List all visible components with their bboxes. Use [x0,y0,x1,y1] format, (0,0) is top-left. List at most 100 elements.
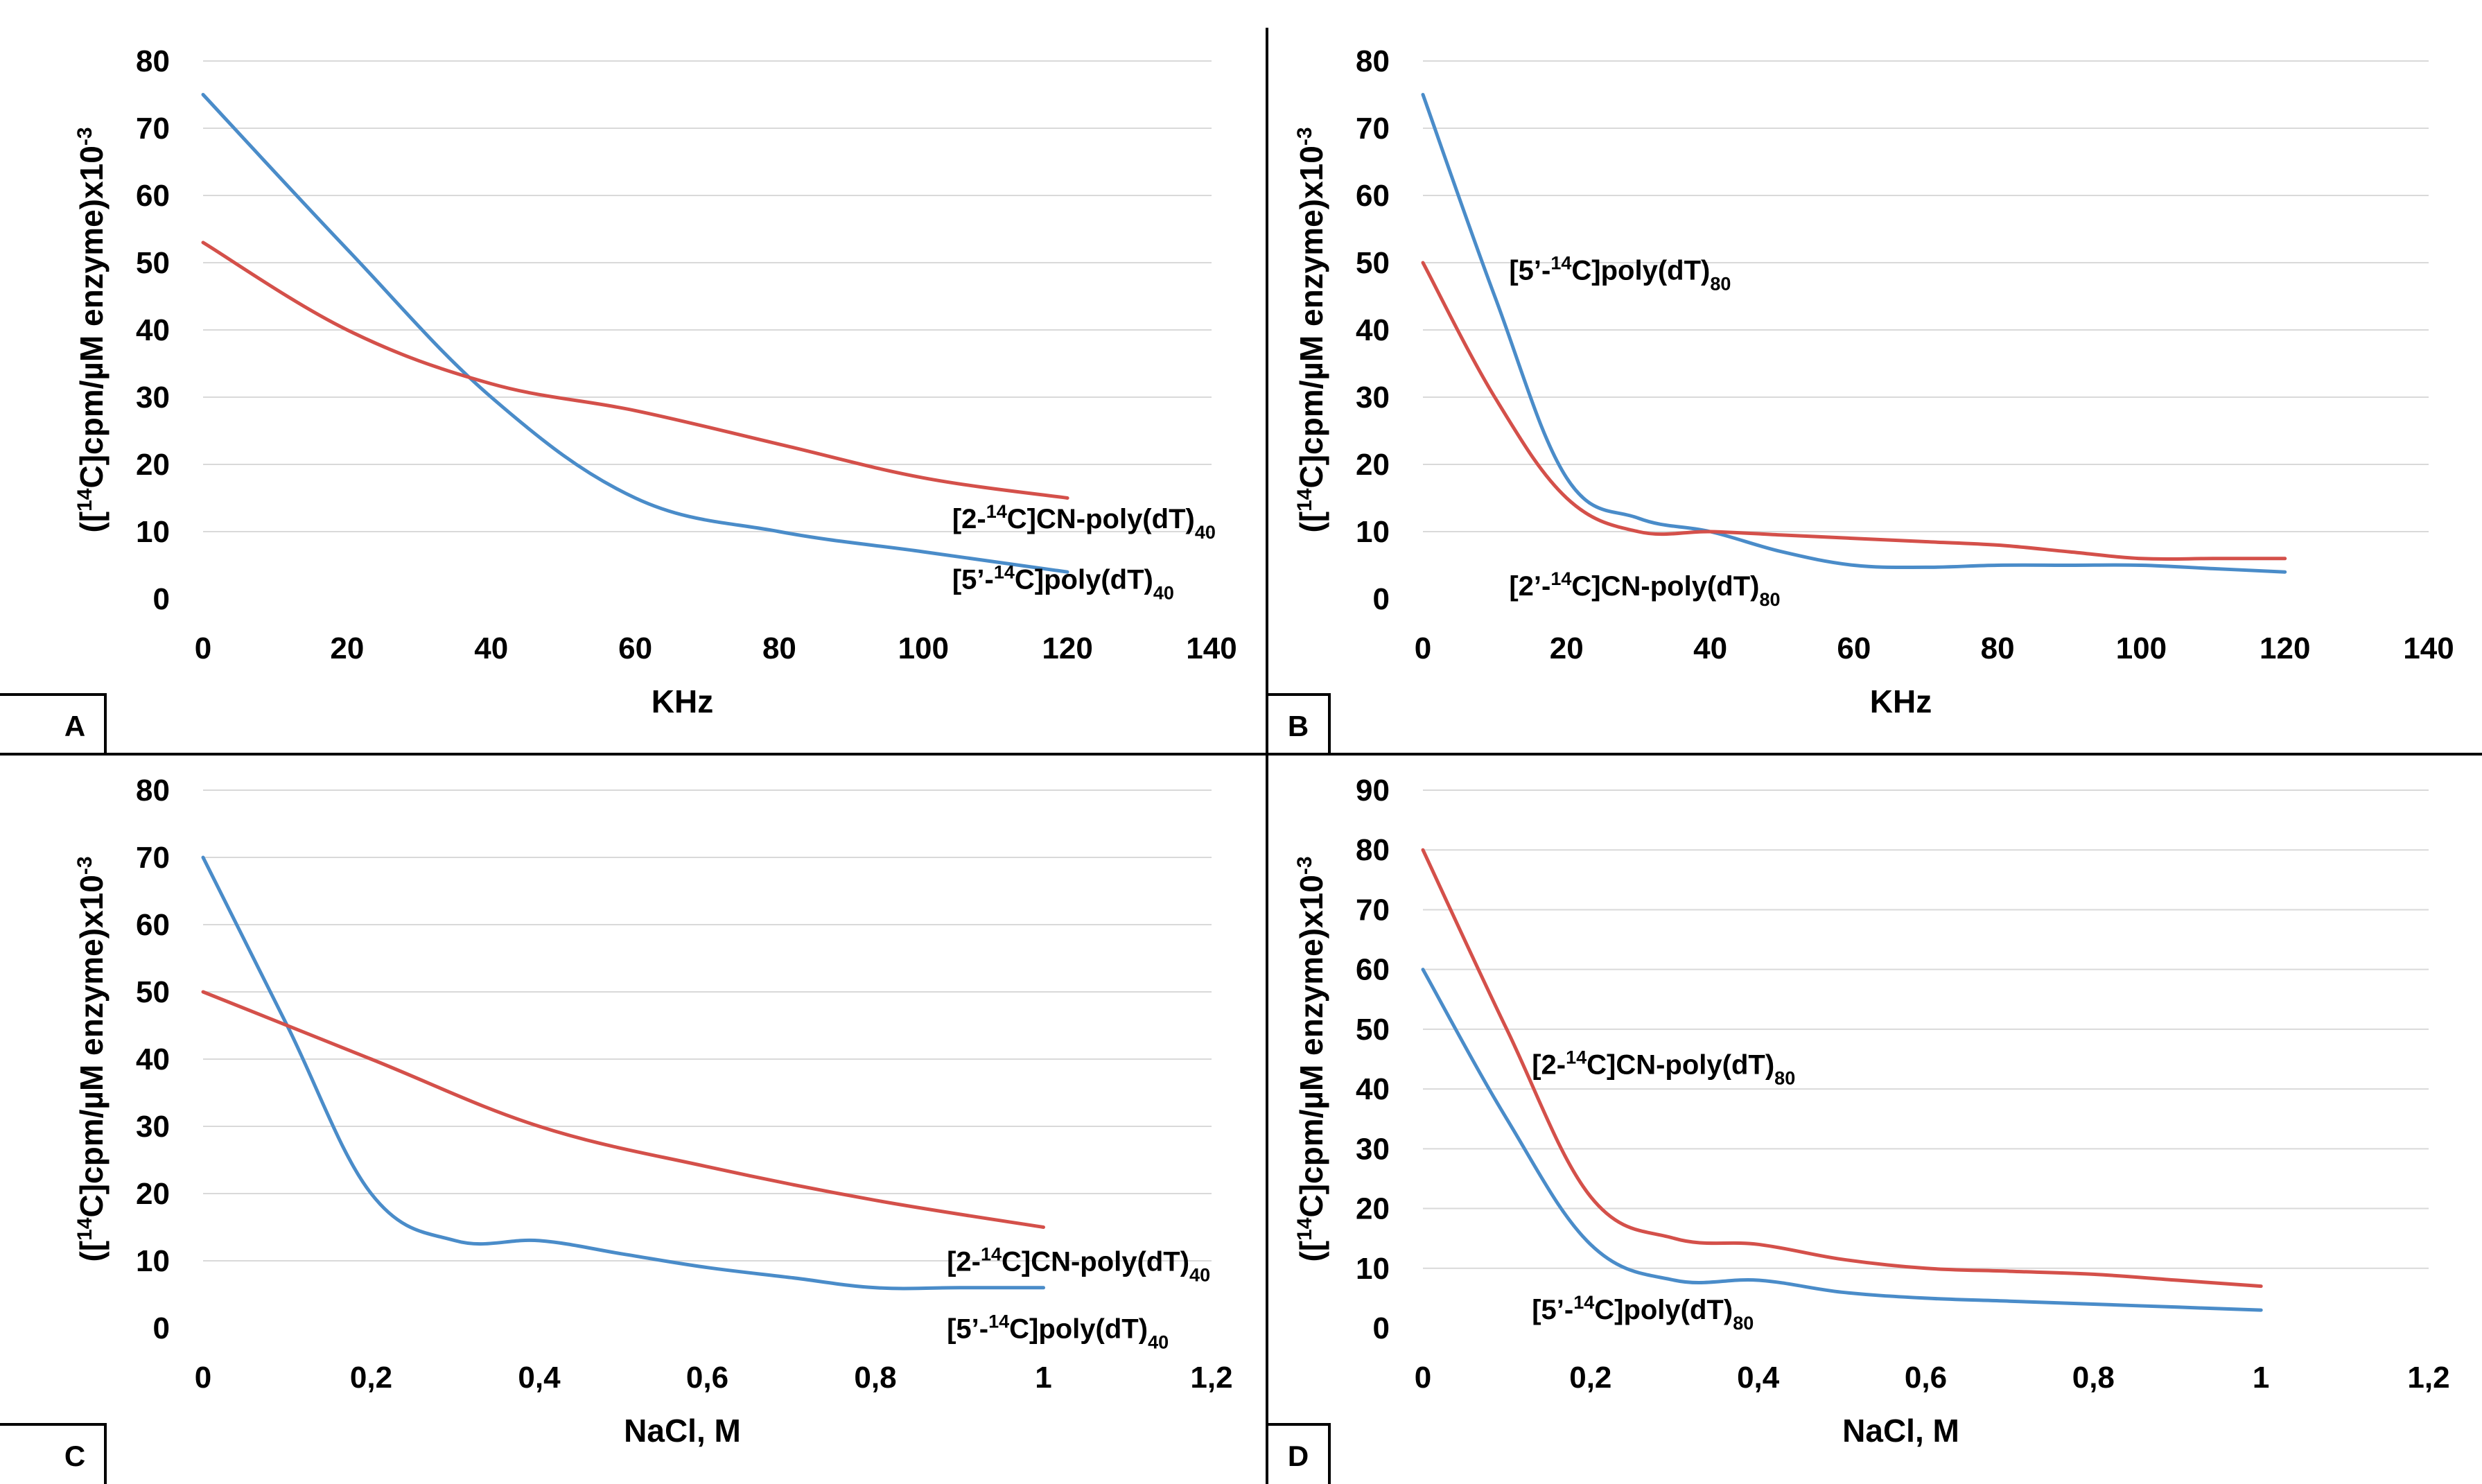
series-line-red [1421,261,2287,561]
series-label-subscript: 80 [1710,273,1731,294]
series-label-red: [2-14C]CN-poly(dT)40 [947,1244,1210,1286]
series-label-text: C]CN-poly(dT) [1571,571,1759,602]
y-axis-label: ([14C]cpm/µM enzyme)x10-3 [73,127,110,532]
y-tick-label-20: 20 [1356,448,1390,482]
y-tick-label-60: 60 [136,908,170,942]
x-tick-label-1,2: 1,2 [2407,1361,2449,1395]
y-axis-label-superscript: 14 [1293,488,1316,512]
x-axis-label: KHz [1870,683,1932,719]
series-label-text: C]poly(dT) [1571,255,1710,286]
y-tick-label-0: 0 [153,1311,170,1345]
series-label-text: [5’- [1532,1295,1573,1325]
y-tick-label-50: 50 [136,975,170,1009]
x-tick-label-0,8: 0,8 [854,1361,896,1395]
x-axis-label: NaCl, M [1842,1413,1959,1449]
y-tick-label-20: 20 [136,448,170,482]
series-label-text: C]CN-poly(dT) [1007,504,1195,534]
panel-letter-box-A: A [0,693,107,754]
x-tick-label-140: 140 [2403,631,2454,665]
y-tick-label-80: 80 [136,774,170,808]
panel-D: 0 10 20 30 40 50 60 70 80 90 0 0,2 0,4 0,6 0,8 1 1,2 NaCl… [1293,774,2450,1449]
y-axis-label-text: C]cpm/µM enzyme)x10 [1293,875,1329,1217]
series-label-superscript: 14 [994,561,1015,582]
x-tick-label-0: 0 [195,1361,211,1395]
series-label-text: C]poly(dT) [1009,1314,1148,1345]
series-label-blue: [5’-14C]poly(dT)80 [1509,252,1731,294]
series-label-superscript: 14 [981,1244,1002,1265]
series-label-text: [5’- [952,564,994,595]
y-tick-label-0: 0 [153,582,170,616]
panel-letter-B: B [1288,710,1309,742]
y-tick-label-50: 50 [1356,246,1390,280]
series-label-subscript: 80 [1733,1313,1754,1334]
y-tick-label-60: 60 [136,179,170,213]
series-label-red: [2-14C]CN-poly(dT)80 [1532,1047,1795,1089]
y-axis-label-text: C]cpm/µM enzyme)x10 [73,146,110,488]
series-label-subscript: 80 [1774,1068,1795,1089]
y-tick-label-70: 70 [136,112,170,146]
y-tick-label-80: 80 [1356,44,1390,78]
series-label-subscript: 40 [1148,1332,1169,1353]
x-tick-label-0,6: 0,6 [686,1361,728,1395]
y-axis-label-superscript: -3 [1293,856,1316,875]
y-axis-label-text: C]cpm/µM enzyme)x10 [1293,146,1329,488]
y-tick-label-30: 30 [1356,381,1390,414]
series-line-red [201,241,1069,500]
series-label-text: C]CN-poly(dT) [1002,1247,1189,1277]
y-tick-label-10: 10 [1356,1252,1390,1286]
series-line-blue [201,855,1045,1291]
panel-letter-D: D [1288,1440,1309,1472]
series-label-text: C]poly(dT) [1015,564,1153,595]
y-axis-label-superscript: -3 [73,127,96,146]
series-line-blue [1421,968,2263,1312]
y-axis-label-superscript: -3 [1293,127,1316,146]
x-tick-label-1,2: 1,2 [1190,1361,1232,1395]
series-label-blue: [5’-14C]poly(dT)40 [952,561,1174,603]
x-tick-label-0: 0 [195,631,211,665]
y-tick-label-50: 50 [1356,1013,1390,1047]
series-label-text: C]poly(dT) [1594,1295,1733,1325]
x-tick-label-100: 100 [898,631,949,665]
series-label-text: [5’- [1509,255,1550,286]
y-axis-label-text: ([ [1293,512,1329,533]
x-tick-label-1: 1 [2253,1361,2269,1395]
y-tick-label-80: 80 [136,44,170,78]
x-tick-label-0,8: 0,8 [2072,1361,2115,1395]
y-axis-label: ([14C]cpm/µM enzyme)x10-3 [1293,127,1330,532]
x-tick-label-0,2: 0,2 [350,1361,392,1395]
series-label-text: [2- [947,1247,981,1277]
y-axis-label-text: ([ [1293,1241,1329,1262]
panel-letter-box-C: C [0,1423,107,1484]
y-tick-label-0: 0 [1373,582,1390,616]
y-tick-label-40: 40 [1356,313,1390,347]
panel-letter-C: C [64,1440,85,1472]
series-label-subscript: 80 [1759,589,1780,610]
y-axis-label-superscript: -3 [73,856,96,875]
y-tick-label-80: 80 [1356,833,1390,867]
series-label-blue: [5’-14C]poly(dT)40 [947,1311,1169,1353]
series-label-subscript: 40 [1189,1265,1210,1286]
series-label-subscript: 40 [1153,582,1174,603]
series-label-blue: [5’-14C]poly(dT)80 [1532,1292,1754,1334]
panel-letter-A: A [64,710,85,742]
series-label-superscript: 14 [1550,568,1571,589]
panel-C: 0 10 20 30 40 50 60 70 80 0 0,2 0,4 0,6 0,8 1 1,2 NaCl, … [73,774,1233,1449]
series-label-red: [2-14C]CN-poly(dT)40 [952,501,1216,543]
x-tick-label-40: 40 [474,631,508,665]
x-tick-label-0: 0 [1415,1361,1431,1395]
y-axis-label-text: ([ [73,1241,110,1262]
x-tick-label-40: 40 [1693,631,1727,665]
y-tick-label-90: 90 [1356,774,1390,808]
series-line-red [201,990,1045,1229]
series-label-superscript: 14 [1573,1292,1594,1313]
x-tick-label-20: 20 [1550,631,1584,665]
x-tick-label-80: 80 [762,631,796,665]
y-axis-label-superscript: 14 [73,1217,96,1241]
series-label-text: [2’- [1509,571,1550,602]
y-tick-label-10: 10 [136,515,170,549]
y-tick-label-70: 70 [1356,893,1390,927]
series-label-text: [2- [1532,1050,1566,1081]
x-tick-label-80: 80 [1981,631,2015,665]
series-line-blue [201,93,1069,574]
